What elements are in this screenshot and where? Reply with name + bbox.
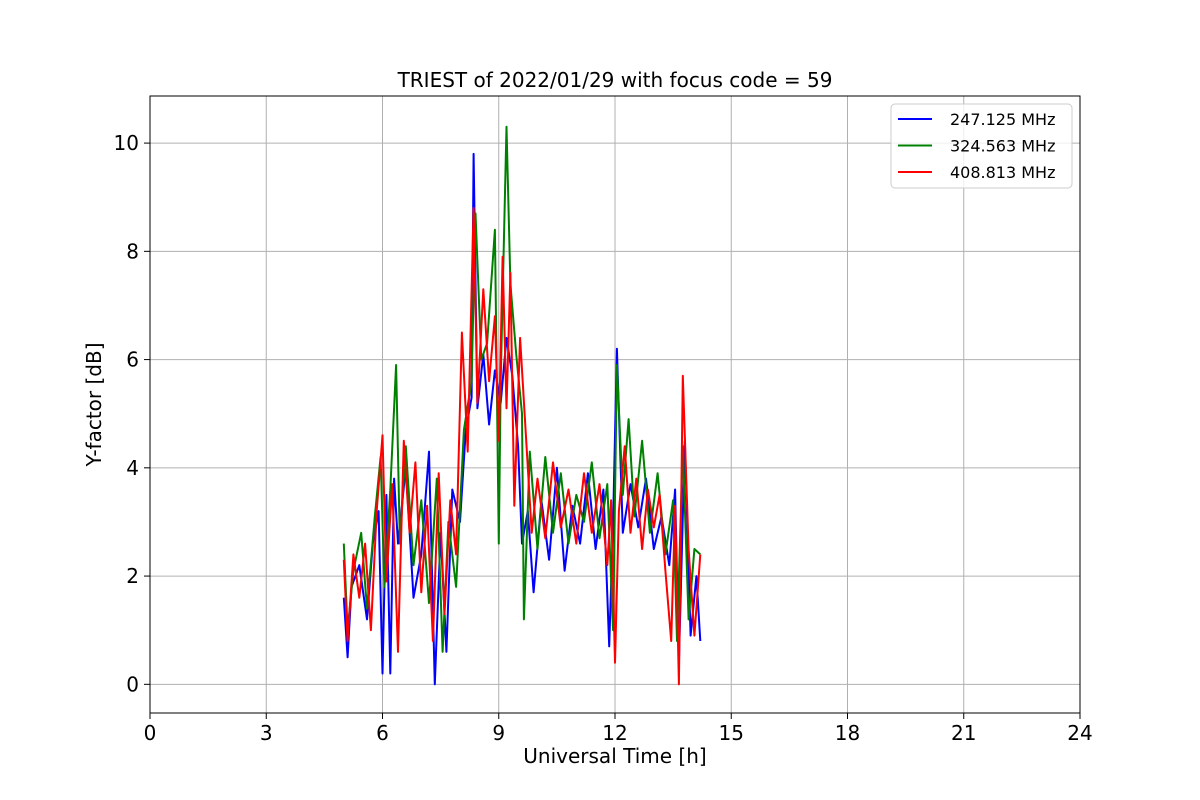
legend-label: 247.125 MHz (950, 110, 1055, 129)
y-tick-label: 6 (126, 348, 139, 372)
x-tick-label: 3 (260, 721, 273, 745)
y-tick-label: 0 (126, 672, 139, 696)
series-line-3 (342, 207, 702, 686)
x-tick-label: 21 (951, 721, 976, 745)
y-tick-label: 2 (126, 564, 139, 588)
x-tick-label: 18 (835, 721, 860, 745)
x-tick-label: 12 (602, 721, 627, 745)
x-tick-label: 0 (144, 721, 157, 745)
x-axis-label: Universal Time [h] (523, 744, 706, 768)
x-tick-label: 15 (719, 721, 744, 745)
y-axis-label: Y-factor [dB] (82, 342, 106, 467)
x-tick-label: 9 (492, 721, 505, 745)
x-tick-label: 6 (376, 721, 389, 745)
y-tick-label: 10 (114, 131, 139, 155)
y-tick-label: 4 (126, 456, 139, 480)
legend-box (890, 103, 1073, 189)
x-tick-label: 24 (1067, 721, 1092, 745)
series-line-2 (342, 125, 701, 653)
y-tick-label: 8 (126, 239, 139, 263)
series-layer (342, 125, 702, 686)
legend-label: 324.563 MHz (950, 137, 1055, 156)
legend-label: 408.813 MHz (950, 163, 1055, 182)
legend: 247.125 MHz 324.563 MHz 408.813 MHz (890, 103, 1073, 189)
chart-title: TRIEST of 2022/01/29 with focus code = 5… (397, 68, 833, 92)
